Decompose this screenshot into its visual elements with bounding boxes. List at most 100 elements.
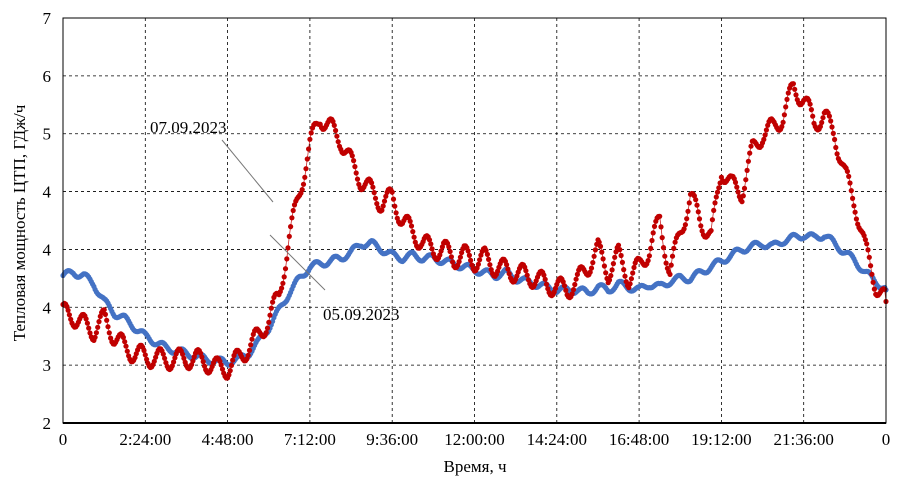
labels: 0 2:24:00 4:48:00 7:12:00 9:36:00 12:00:00 14:…: [43, 9, 891, 449]
data-point: [820, 115, 826, 121]
data-point: [282, 266, 289, 272]
data-point: [353, 170, 359, 176]
y-tick-label: 3: [43, 356, 52, 375]
data-point: [349, 153, 355, 159]
data-point: [302, 174, 308, 180]
data-point: [162, 355, 168, 361]
data-point: [615, 242, 622, 248]
data-point: [484, 251, 490, 257]
data-point: [281, 274, 287, 280]
data-point: [659, 235, 665, 241]
data-point: [105, 324, 111, 330]
data-point: [685, 208, 691, 214]
data-point: [200, 359, 206, 365]
data-point: [603, 270, 609, 276]
data-point: [649, 237, 655, 244]
data-point: [279, 285, 285, 291]
data-point: [468, 257, 474, 263]
data-point: [846, 173, 852, 179]
y-tick-label: 4: [43, 298, 52, 317]
data-point: [628, 276, 635, 282]
data-point: [379, 207, 385, 213]
data-point: [745, 158, 752, 164]
data-point: [871, 286, 878, 292]
data-point: [573, 276, 579, 282]
data-point: [847, 180, 853, 186]
data-point: [740, 193, 746, 199]
data-point: [761, 136, 767, 143]
data-point: [781, 112, 788, 118]
data-point: [599, 249, 605, 255]
x-tick-label: 19:12:00: [691, 430, 751, 449]
data-point: [66, 312, 72, 318]
data-point: [608, 273, 614, 279]
data-point: [288, 224, 294, 230]
data-point: [92, 334, 98, 340]
data-point: [505, 266, 511, 272]
data-point: [865, 247, 871, 253]
data-point: [299, 187, 305, 193]
data-point: [711, 207, 717, 213]
data-point: [219, 366, 226, 372]
data-point: [523, 268, 529, 274]
data-point: [667, 271, 673, 277]
data-point: [658, 224, 664, 230]
data-point: [572, 281, 578, 288]
data-point: [335, 139, 341, 145]
data-point: [190, 358, 196, 364]
data-point: [591, 253, 597, 259]
data-point: [249, 336, 255, 342]
data-point: [819, 119, 825, 126]
series-layer: [60, 81, 889, 381]
data-point: [95, 324, 101, 330]
data-point: [783, 104, 789, 110]
data-point: [784, 96, 790, 102]
data-point: [612, 254, 618, 260]
data-point: [101, 307, 107, 313]
x-tick-label: 21:36:00: [773, 430, 833, 449]
data-point: [694, 202, 700, 208]
data-point: [739, 199, 745, 205]
data-point: [541, 272, 547, 278]
data-point: [569, 291, 575, 297]
data-point: [465, 248, 471, 254]
data-point: [457, 254, 463, 260]
data-point: [172, 355, 178, 361]
data-point: [734, 184, 740, 190]
data-point: [651, 223, 658, 229]
y-tick-label: 5: [43, 125, 52, 144]
data-point: [681, 226, 687, 232]
data-point: [747, 150, 753, 156]
data-point: [284, 256, 290, 262]
data-point: [631, 264, 637, 271]
data-point: [617, 247, 623, 253]
data-point: [104, 317, 110, 323]
data-point: [181, 355, 187, 361]
data-point: [735, 189, 741, 195]
data-point: [122, 339, 128, 345]
data-point: [280, 280, 286, 286]
data-point: [686, 200, 692, 206]
data-point: [380, 203, 386, 209]
data-point: [834, 151, 840, 157]
data-point: [524, 272, 530, 278]
x-tick-label: 16:48:00: [609, 430, 669, 449]
data-point: [466, 252, 472, 258]
series-1: [60, 81, 889, 381]
data-point: [381, 198, 388, 204]
annotation-05-09-2023: 05.09.2023: [323, 305, 400, 324]
data-point: [682, 222, 689, 228]
data-point: [144, 356, 150, 362]
data-point: [504, 262, 510, 268]
data-point: [334, 133, 340, 139]
data-point: [160, 351, 166, 357]
data-point: [621, 267, 627, 273]
data-point: [525, 277, 532, 283]
x-tick-label: 9:36:00: [366, 430, 418, 449]
data-point: [106, 330, 112, 336]
data-point: [780, 119, 786, 125]
data-point: [450, 259, 456, 265]
data-point: [153, 354, 159, 360]
data-point: [65, 307, 71, 313]
data-point: [123, 343, 129, 349]
